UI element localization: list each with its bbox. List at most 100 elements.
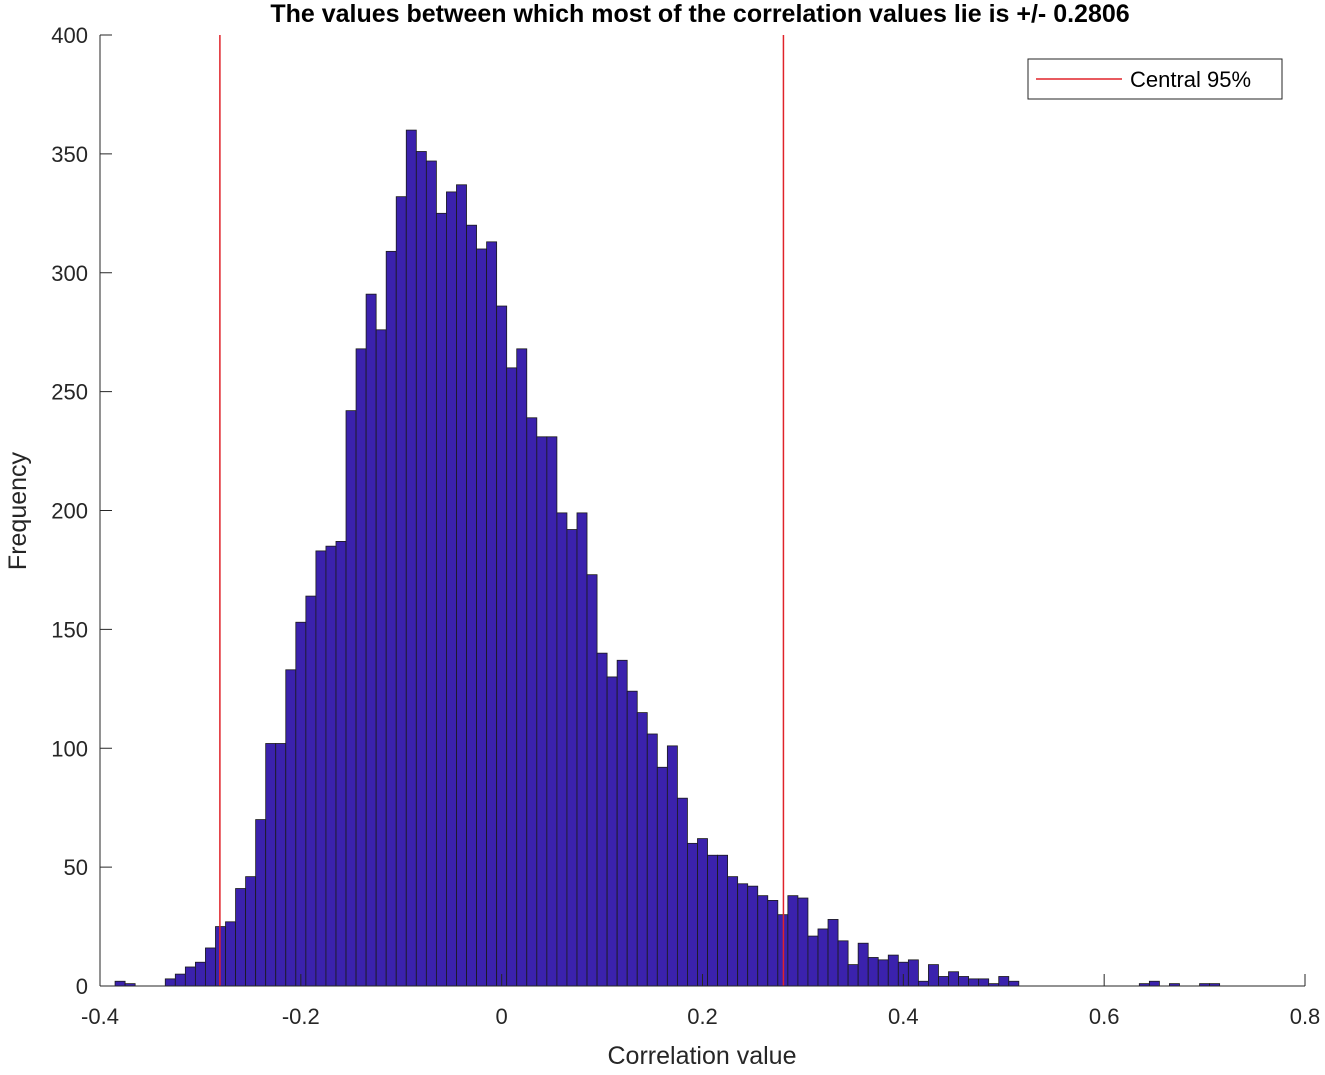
- histogram-bar: [496, 305, 508, 987]
- reference-lines: [219, 35, 785, 986]
- y-tick-label: 400: [51, 23, 88, 48]
- histogram-bar: [425, 160, 437, 987]
- histogram-bar: [526, 417, 538, 987]
- histogram-bar: [446, 191, 457, 987]
- histogram-bar: [516, 348, 528, 987]
- histogram-bar: [958, 976, 970, 987]
- histogram-bar: [205, 947, 216, 987]
- x-tick-label: 0.6: [1089, 1004, 1120, 1029]
- histogram-bar: [536, 436, 548, 987]
- histogram-bar: [235, 888, 247, 987]
- histogram-bar: [666, 745, 678, 987]
- histogram-bar: [456, 184, 467, 987]
- histogram-bar: [938, 976, 949, 987]
- histogram-bar: [917, 980, 929, 987]
- histogram-bar: [707, 854, 718, 987]
- histogram-bar: [646, 733, 658, 987]
- y-tick-label: 250: [51, 380, 88, 405]
- histogram-bar: [295, 621, 307, 987]
- histogram-bar: [114, 980, 126, 987]
- x-tick-label: 0.8: [1290, 1004, 1321, 1029]
- histogram-bar: [315, 550, 327, 987]
- histogram-bar: [395, 196, 407, 987]
- histogram-bar: [546, 436, 558, 987]
- histogram-bar: [415, 151, 427, 987]
- y-tick-label: 200: [51, 499, 88, 524]
- histogram-bar: [164, 978, 176, 987]
- histogram-bar: [435, 212, 447, 987]
- histogram-bar: [606, 676, 618, 987]
- histogram-bar: [616, 659, 628, 987]
- histogram-bar: [194, 961, 206, 987]
- histogram-bar: [747, 885, 759, 987]
- histogram-bar: [385, 250, 397, 987]
- histogram-bar: [837, 940, 849, 987]
- histogram-bar: [476, 248, 488, 987]
- histogram-bar: [556, 512, 568, 987]
- histogram-bar: [697, 838, 708, 987]
- histogram-bar: [727, 876, 739, 987]
- histogram-bar: [857, 942, 869, 987]
- histogram-bar: [807, 935, 819, 987]
- x-tick-label: 0: [496, 1004, 508, 1029]
- histogram-bar: [345, 410, 357, 987]
- histogram-bar: [928, 964, 939, 987]
- histogram-bar: [737, 883, 749, 987]
- histogram-bar: [405, 129, 417, 987]
- histogram-bar: [596, 652, 608, 987]
- histogram-bar: [355, 348, 367, 987]
- histogram-bar: [636, 712, 648, 987]
- histogram-bar: [797, 897, 809, 987]
- x-tick-label: 0.4: [888, 1004, 919, 1029]
- histogram-bar: [566, 529, 578, 987]
- y-tick-label: 0: [76, 974, 88, 999]
- histogram-bar: [1148, 980, 1160, 987]
- histogram-bar: [586, 574, 598, 987]
- histogram-bar: [887, 954, 899, 987]
- histogram-bar: [305, 595, 317, 987]
- histogram-bar: [998, 976, 1010, 987]
- histogram-bar: [948, 971, 959, 987]
- x-tick-label: 0.2: [687, 1004, 718, 1029]
- histogram-bar: [757, 895, 769, 987]
- histogram-bar: [827, 919, 839, 987]
- x-tick-label: -0.4: [81, 1004, 119, 1029]
- x-tick-labels: -0.4 -0.2 0 0.2 0.4 0.6 0.8: [81, 1004, 1320, 1029]
- histogram-bar: [676, 797, 688, 987]
- histogram-bar: [245, 876, 257, 987]
- legend: Central 95%: [1027, 58, 1283, 100]
- histogram-bar: [285, 669, 297, 987]
- histogram-bar: [968, 978, 980, 987]
- histogram-bar: [787, 895, 799, 987]
- y-tick-label: 100: [51, 736, 88, 761]
- histogram-bar: [656, 766, 668, 987]
- histogram-bar: [576, 512, 588, 987]
- y-tick-label: 50: [64, 855, 88, 880]
- histogram-bar: [365, 293, 377, 987]
- histogram-bar: [375, 329, 387, 987]
- histogram-bar: [978, 978, 990, 987]
- histogram-bar: [867, 957, 879, 987]
- histogram-bar: [767, 900, 779, 987]
- histogram-bar: [907, 959, 919, 987]
- histogram-bar: [817, 928, 829, 987]
- histogram-bar: [225, 921, 236, 987]
- histogram-bar: [506, 367, 518, 987]
- y-tick-label: 350: [51, 142, 88, 167]
- chart-title: The values between which most of the cor…: [270, 0, 1129, 28]
- histogram-bar: [275, 743, 287, 987]
- histogram-bar: [847, 964, 859, 987]
- histogram-bars: [114, 129, 1221, 987]
- histogram-bar: [466, 224, 477, 987]
- histogram-bar: [265, 743, 277, 987]
- x-axis-label: Correlation value: [608, 1042, 797, 1070]
- x-tick-label: -0.2: [282, 1004, 320, 1029]
- y-axis-label: Frequency: [4, 451, 32, 570]
- histogram-bar: [184, 966, 196, 987]
- histogram-bar: [687, 842, 698, 987]
- histogram-bar: [1008, 980, 1020, 987]
- histogram-bar: [174, 973, 186, 987]
- legend-entry-label: Central 95%: [1130, 67, 1251, 92]
- axes: [99, 34, 1306, 987]
